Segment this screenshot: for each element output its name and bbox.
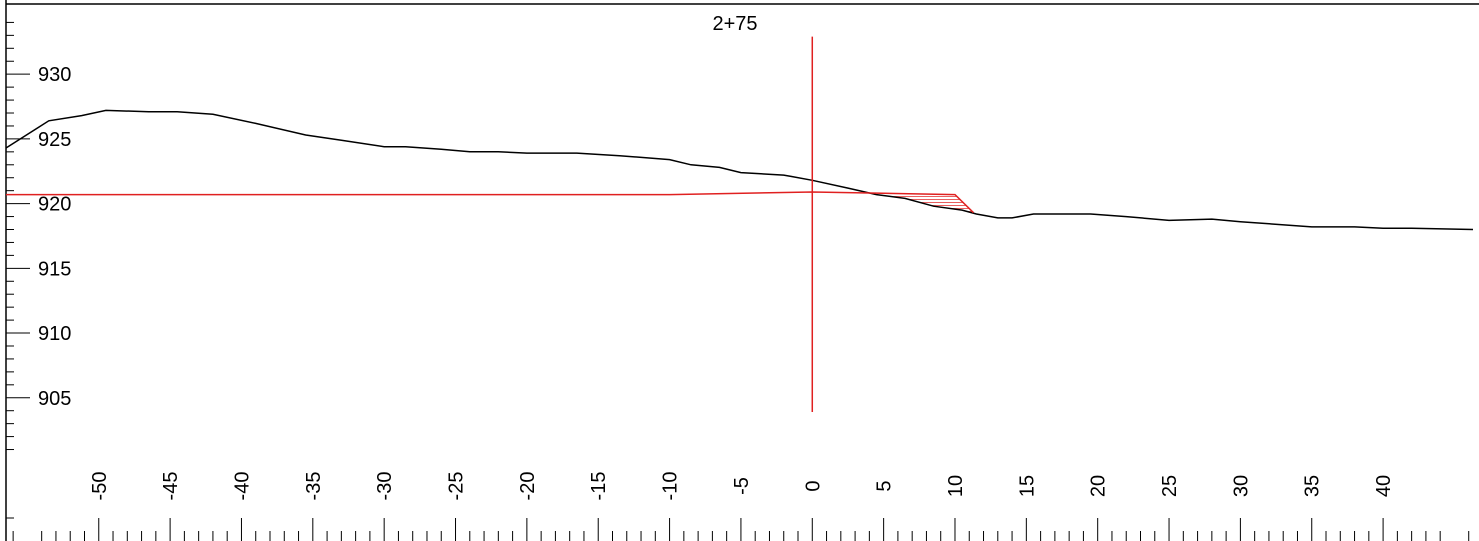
x-tick-label: 0 <box>802 480 824 491</box>
x-tick-label: -25 <box>446 472 468 501</box>
x-tick-label: -35 <box>303 472 325 501</box>
x-tick-label: 15 <box>1016 475 1038 497</box>
x-tick-label: -30 <box>374 472 396 501</box>
chart-frame <box>5 0 1479 541</box>
y-tick-label: 905 <box>38 388 71 410</box>
y-tick-label: 920 <box>38 194 71 216</box>
x-tick-label: -40 <box>231 472 253 501</box>
x-tick-label: 35 <box>1302 475 1324 497</box>
y-axis: 905 910 915 920 925 930 <box>6 64 71 410</box>
x-tick-label: -20 <box>517 472 539 501</box>
y-axis-minor-ticks <box>6 21 14 451</box>
y-tick-label: 915 <box>38 258 71 280</box>
ground-profile-line <box>5 109 1474 231</box>
x-tick-label: -10 <box>660 472 682 501</box>
x-tick-label: 40 <box>1373 475 1395 497</box>
y-tick-label: 925 <box>38 129 71 151</box>
design-profile-line <box>6 191 975 214</box>
profile-lines <box>5 109 1474 231</box>
x-tick-label: 10 <box>945 475 967 497</box>
x-tick-label: 30 <box>1230 475 1252 497</box>
x-axis-minor-ticks <box>12 531 1470 541</box>
x-tick-label: 5 <box>874 480 896 491</box>
x-tick-label: -15 <box>588 472 610 501</box>
y-tick-label: 930 <box>38 64 71 86</box>
x-tick-label: -45 <box>160 472 182 501</box>
x-tick-label: -5 <box>731 477 753 495</box>
y-tick-label: 910 <box>38 323 71 345</box>
station-label: 2+75 <box>712 13 757 35</box>
x-tick-label: -50 <box>89 472 111 501</box>
x-tick-label: 25 <box>1159 475 1181 497</box>
x-tick-label: 20 <box>1088 475 1110 497</box>
x-axis: -50 -45 -40 -35 -30 -25 -20 -15 -10 -5 0 5 10 15 20 25 3… <box>89 472 1395 541</box>
